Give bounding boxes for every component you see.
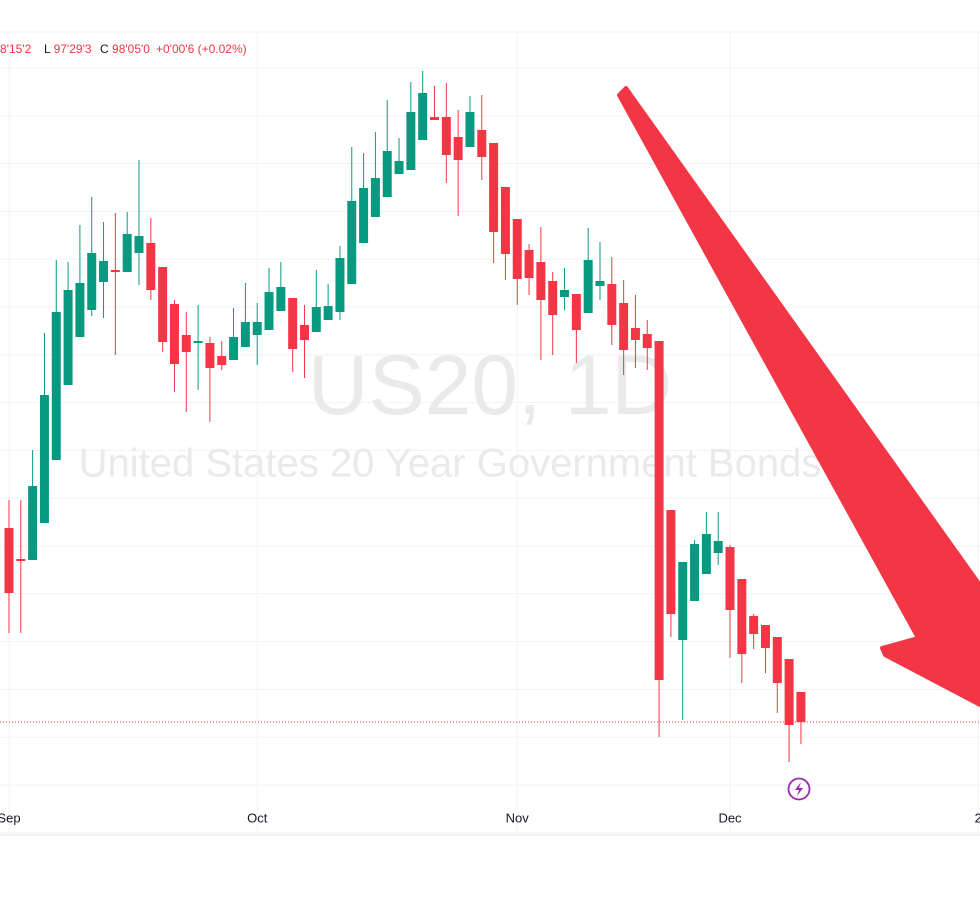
legend-low: 97'29'3	[54, 42, 92, 56]
candle-body	[725, 547, 735, 610]
event-icon[interactable]	[787, 777, 811, 801]
candle-body	[252, 322, 262, 335]
legend-high: 8'15'2	[0, 42, 32, 56]
x-tick-label: Dec	[718, 810, 742, 825]
candle-body	[701, 534, 711, 574]
legend-close-label: C	[100, 42, 109, 56]
grid	[0, 32, 980, 835]
candle-body	[205, 343, 215, 368]
candle-body	[560, 290, 570, 297]
candle-body	[51, 312, 61, 460]
candle-body	[453, 137, 463, 160]
candle-body	[229, 337, 239, 360]
candle-body	[217, 356, 227, 365]
candle-body	[4, 528, 14, 593]
candle-body	[772, 637, 782, 683]
candle-body	[465, 112, 475, 147]
candle-body	[418, 93, 428, 140]
candle-body	[524, 250, 534, 278]
candle-body	[240, 322, 250, 347]
candle-body	[500, 187, 510, 254]
ohlc-legend: 8'15'2 L 97'29'3 C 98'05'0 +0'00'6 (+0.0…	[0, 42, 247, 56]
candle-body	[122, 234, 132, 272]
candle-body	[477, 130, 487, 157]
candles	[0, 71, 980, 762]
legend-low-label: L	[44, 42, 51, 56]
candle-body	[713, 541, 723, 553]
candle-body	[512, 219, 522, 279]
candle-body	[382, 151, 392, 197]
candle-body	[394, 161, 404, 174]
candle-body	[583, 260, 593, 313]
legend-change: +0'00'6 (+0.02%)	[156, 42, 247, 56]
candle-body	[678, 562, 688, 640]
candle-body	[595, 281, 605, 286]
candle-body	[134, 236, 144, 253]
candle-body	[99, 261, 109, 282]
candle-body	[347, 201, 357, 284]
candle-body	[75, 283, 85, 337]
candle-body	[784, 659, 794, 725]
candle-body	[28, 486, 38, 560]
legend-close: 98'05'0	[112, 42, 150, 56]
x-tick-label: Nov	[506, 810, 530, 825]
candle-body	[737, 579, 747, 654]
candle-body	[16, 559, 26, 561]
arrow-annotation	[617, 86, 980, 707]
watermark-name: United States 20 Year Government Bonds	[79, 442, 822, 486]
candle-body	[607, 284, 617, 325]
x-tick-label: Sep	[0, 810, 21, 825]
candle-body	[630, 328, 640, 340]
candle-body	[63, 290, 73, 385]
candle-body	[654, 341, 664, 680]
candle-body	[690, 544, 700, 601]
candle-body	[181, 335, 191, 352]
candle-body	[642, 334, 652, 348]
candle-body	[110, 270, 120, 272]
candle-body	[796, 692, 806, 722]
x-tick-label: Oct	[247, 810, 268, 825]
candle-body	[619, 303, 629, 350]
candle-body	[193, 341, 203, 343]
candle-body	[169, 304, 179, 364]
candle-body	[536, 262, 546, 300]
candle-body	[299, 325, 309, 340]
candle-body	[749, 616, 759, 634]
candle-body	[370, 178, 380, 217]
candle-body	[39, 395, 49, 523]
candle-body	[760, 625, 770, 648]
candle-body	[666, 510, 676, 614]
candle-body	[323, 306, 333, 320]
candle-body	[158, 267, 168, 342]
watermark-symbol: US20, 1D	[308, 338, 672, 432]
candle-body	[264, 292, 274, 330]
candle-body	[288, 298, 298, 349]
candle-body	[548, 281, 558, 315]
candle-body	[311, 307, 321, 332]
candle-body	[571, 294, 581, 330]
candle-body	[406, 112, 416, 170]
candle-body	[441, 117, 451, 155]
candle-body	[430, 117, 439, 120]
candle-body	[276, 287, 286, 311]
x-tick-label: 2	[975, 810, 980, 825]
candle-body	[146, 243, 156, 290]
candle-body	[489, 143, 499, 232]
candle-body	[335, 258, 345, 312]
candle-body	[87, 253, 97, 310]
candle-body	[359, 188, 369, 243]
